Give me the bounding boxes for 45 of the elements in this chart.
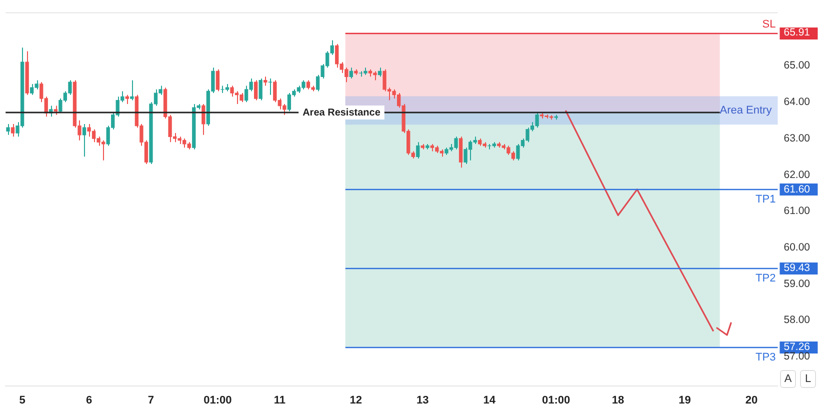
- x-tick-label: 13: [416, 394, 429, 406]
- ref-line-label: Area Resistance: [302, 107, 381, 118]
- y-tick-label: 59.00: [784, 278, 810, 290]
- x-tick-label: 01:00: [204, 394, 232, 406]
- candlestick: [216, 68, 220, 92]
- y-tick-label: 59.43: [784, 262, 810, 274]
- candlestick: [6, 123, 10, 136]
- x-tick-label: 5: [19, 394, 26, 406]
- candlestick: [349, 67, 353, 79]
- y-tick-label: 64.00: [784, 96, 810, 108]
- x-tick-label: 6: [86, 394, 92, 406]
- x-tick-label: 12: [350, 394, 362, 406]
- ref-line-label: TP1: [756, 194, 776, 206]
- x-tick-label: 19: [678, 394, 691, 406]
- y-tick-label: 65.91: [784, 26, 810, 39]
- x-tick-label: 11: [274, 394, 286, 406]
- ref-line-label: TP2: [756, 272, 776, 285]
- candlestick: [130, 80, 134, 101]
- y-tick-label: 63.00: [784, 132, 810, 144]
- candlestick: [10, 123, 15, 138]
- x-tick-label: 01:00: [542, 394, 570, 406]
- y-tick-label: 65.00: [784, 60, 810, 72]
- y-tick-label: 58.00: [784, 314, 810, 326]
- text: A: [780, 370, 796, 388]
- y-tick-label: 60.00: [784, 241, 810, 254]
- x-tick-label: 7: [148, 394, 154, 406]
- candlestick: [264, 76, 268, 86]
- y-tick-label: 57.26: [784, 341, 810, 354]
- x-tick-label: 14: [483, 394, 496, 406]
- candlestick: [258, 78, 262, 101]
- text: L: [800, 370, 816, 388]
- ref-line-label: SL: [762, 18, 776, 31]
- y-tick-label: 57.00: [784, 350, 810, 363]
- candlestick: [416, 142, 420, 159]
- band-label: Area Entry: [720, 104, 772, 117]
- ref-line-label: TP3: [756, 352, 776, 364]
- x-tick-label: 20: [745, 394, 758, 406]
- x-tick-label: 18: [612, 394, 624, 406]
- y-tick-label: 61.60: [784, 183, 810, 196]
- candlestick: [54, 105, 58, 116]
- y-tick-label: 61.00: [784, 205, 810, 218]
- candlestick: [254, 80, 258, 101]
- y-tick-label: 62.00: [784, 168, 810, 181]
- candlestick: [125, 94, 129, 104]
- candlestick: [82, 123, 86, 158]
